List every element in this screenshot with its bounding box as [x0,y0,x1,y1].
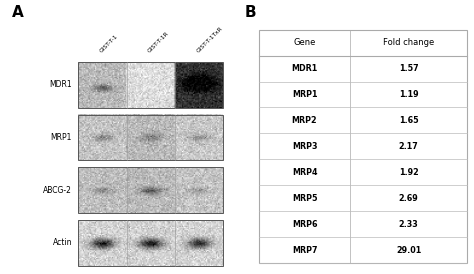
Text: MRP7: MRP7 [292,246,317,255]
Text: Actin: Actin [53,238,72,247]
Text: MRP5: MRP5 [292,194,317,203]
Text: MDR1: MDR1 [292,64,318,73]
Text: Fold change: Fold change [383,38,434,47]
Text: 2.17: 2.17 [399,142,419,151]
Text: 1.65: 1.65 [399,116,419,125]
Text: Gene: Gene [293,38,316,47]
Bar [79,167,223,213]
Text: MDR1: MDR1 [49,80,72,89]
Text: GIST-T-1TxR: GIST-T-1TxR [195,26,223,54]
Bar [259,30,467,263]
Text: 2.69: 2.69 [399,194,419,203]
Bar [79,220,223,266]
Text: MRP2: MRP2 [292,116,317,125]
Text: 2.33: 2.33 [399,220,419,229]
Text: MRP1: MRP1 [292,90,317,99]
Text: MRP6: MRP6 [292,220,317,229]
Text: A: A [12,5,23,21]
Text: MRP3: MRP3 [292,142,317,151]
Text: MRP4: MRP4 [292,168,317,177]
Text: 1.92: 1.92 [399,168,419,177]
Bar [79,62,223,108]
Text: B: B [245,5,257,21]
Text: 1.19: 1.19 [399,90,419,99]
Text: 1.57: 1.57 [399,64,419,73]
Text: 29.01: 29.01 [396,246,421,255]
Text: ABCG-2: ABCG-2 [43,186,72,195]
Text: MRP1: MRP1 [51,133,72,142]
Bar [79,115,223,161]
Text: GIST-T-1: GIST-T-1 [99,34,119,54]
Text: GIST-T-1R: GIST-T-1R [147,31,170,54]
